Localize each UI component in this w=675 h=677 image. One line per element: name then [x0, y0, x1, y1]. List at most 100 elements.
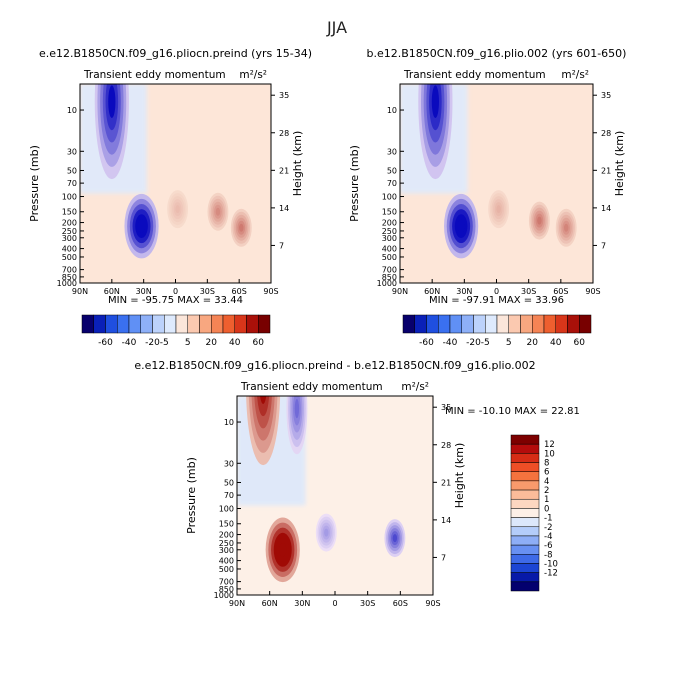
colorbar-swatch — [105, 314, 118, 334]
contour-feature — [207, 192, 229, 231]
contour-feature — [528, 201, 550, 240]
y-tick-label: 200 — [62, 219, 77, 228]
height-tick-label: 28 — [601, 129, 611, 138]
colorbar-swatch — [93, 314, 106, 334]
colorbar-swatch — [199, 314, 212, 334]
height-tick-label: 7 — [279, 241, 284, 250]
y-tick-label: 100 — [219, 505, 234, 514]
colorbar-swatch — [222, 314, 235, 334]
x-tick-label: 60S — [232, 287, 247, 296]
y-tick-label: 700 — [219, 578, 234, 587]
colorbar-label: -2 — [544, 523, 552, 533]
colorbar-label: -1 — [544, 514, 552, 524]
y-tick-label: 50 — [224, 478, 234, 487]
colorbar-label: -8 — [544, 550, 552, 560]
y-tick-label: 10 — [67, 106, 77, 115]
y-axis-title: Pressure (mb) — [348, 145, 361, 222]
contour-feature — [315, 513, 337, 552]
x-tick-label: 30S — [200, 287, 215, 296]
colorbar-swatch — [461, 314, 474, 334]
colorbar-swatch — [510, 489, 540, 500]
y-tick-label: 100 — [62, 193, 77, 202]
colorbar-label: 8 — [544, 459, 549, 469]
figure-title: JJA — [326, 18, 347, 37]
stats-label: MIN = -10.10 MAX = 22.81 — [445, 406, 580, 417]
x-tick-label: 90N — [72, 287, 88, 296]
panel-title: e.e12.B1850CN.f09_g16.pliocn.preind (yrs… — [39, 47, 312, 60]
colorbar-swatch — [402, 314, 415, 334]
contour-level — [537, 216, 542, 225]
colorbar-swatch — [510, 480, 540, 491]
y-tick-label: 100 — [382, 193, 397, 202]
colorbar-label: -40 — [443, 338, 458, 348]
x-tick-label: 30S — [521, 287, 536, 296]
colorbar-shared: -60 -40 -20 -5 5 20 40 60 -60 -40 -20 -5 5 20 40 60 — [81, 314, 592, 348]
y-tick-label: 10 — [224, 418, 234, 427]
colorbar-label: -4 — [544, 532, 552, 542]
height-tick-label: 35 — [601, 91, 611, 100]
contour-feature — [124, 193, 159, 259]
y-tick-label: 50 — [387, 166, 397, 175]
y-tick-label: 150 — [382, 208, 397, 217]
contour-level — [260, 396, 267, 404]
panel-plio: b.e12.B1850CN.f09_g16.plio.002 (yrs 601-… — [348, 47, 626, 306]
x-tick-label: 30N — [456, 287, 472, 296]
stats-label: MIN = -95.75 MAX = 33.44 — [108, 295, 243, 306]
contour-feature — [418, 84, 453, 180]
y-axis-title-right: Height (km) — [453, 443, 466, 509]
contour-feature — [246, 396, 281, 466]
colorbar-swatch — [234, 314, 247, 334]
contour-level — [279, 542, 287, 557]
height-tick-label: 28 — [279, 129, 289, 138]
colorbar-swatch — [510, 544, 540, 555]
x-tick-label: 90N — [229, 599, 245, 608]
colorbar-label: -5 — [160, 338, 169, 348]
height-tick-label: 35 — [441, 403, 451, 412]
y-tick-label: 10 — [387, 106, 397, 115]
units-label: m²/s² — [401, 381, 429, 393]
y-tick-label: 1000 — [57, 279, 77, 288]
colorbar-label: 4 — [544, 477, 549, 487]
colorbar-label: 20 — [206, 338, 218, 348]
x-tick-label: 30N — [136, 287, 152, 296]
colorbar-swatch — [128, 314, 141, 334]
colorbar-swatch — [485, 314, 498, 334]
y-axis-title-right: Height (km) — [291, 131, 304, 197]
colorbar-label: 60 — [253, 338, 265, 348]
colorbar-swatch — [246, 314, 259, 334]
colorbar-swatch — [496, 314, 509, 334]
colorbar-swatch — [117, 314, 130, 334]
contour-level — [294, 399, 300, 419]
colorbar-swatch — [579, 314, 592, 334]
y-tick-label: 500 — [219, 565, 234, 574]
x-tick-label: 60N — [262, 599, 278, 608]
y-tick-label: 150 — [219, 520, 234, 529]
y-tick-label: 1000 — [214, 591, 234, 600]
y-tick-label: 500 — [62, 253, 77, 262]
colorbar-swatch — [510, 462, 540, 472]
y-tick-label: 250 — [219, 539, 234, 548]
contour-feature — [265, 517, 300, 583]
colorbar-swatch — [567, 314, 580, 334]
y-tick-label: 50 — [67, 166, 77, 175]
y-tick-label: 850 — [382, 273, 397, 282]
x-tick-label: 60S — [393, 599, 408, 608]
x-tick-label: 30S — [360, 599, 375, 608]
colorbar-swatch — [473, 314, 486, 334]
colorbar-swatch — [543, 314, 556, 334]
height-tick-label: 7 — [441, 553, 446, 562]
colorbar-label: 2 — [544, 486, 549, 496]
contour-level — [392, 534, 398, 543]
contour-feature — [286, 396, 308, 455]
contour-field — [400, 84, 577, 259]
contour-level — [563, 223, 569, 232]
panel-preind: e.e12.B1850CN.f09_g16.pliocn.preind (yrs… — [28, 47, 312, 306]
colorbar-swatch — [414, 314, 427, 334]
contour-level — [137, 219, 146, 233]
contour-level — [457, 219, 465, 233]
colorbar-label: 5 — [506, 338, 512, 348]
colorbar-swatch — [510, 535, 540, 546]
contour-level — [239, 223, 244, 232]
panel-subtitle: Transient eddy momentum — [83, 69, 226, 81]
